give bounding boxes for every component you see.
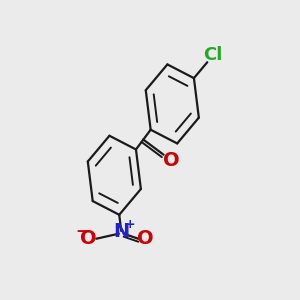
Text: O: O — [137, 229, 154, 248]
Text: Cl: Cl — [203, 46, 223, 64]
Text: +: + — [124, 218, 135, 231]
Text: O: O — [163, 151, 179, 170]
Text: N: N — [113, 221, 129, 241]
Text: −: − — [76, 224, 88, 238]
Text: O: O — [80, 229, 97, 248]
